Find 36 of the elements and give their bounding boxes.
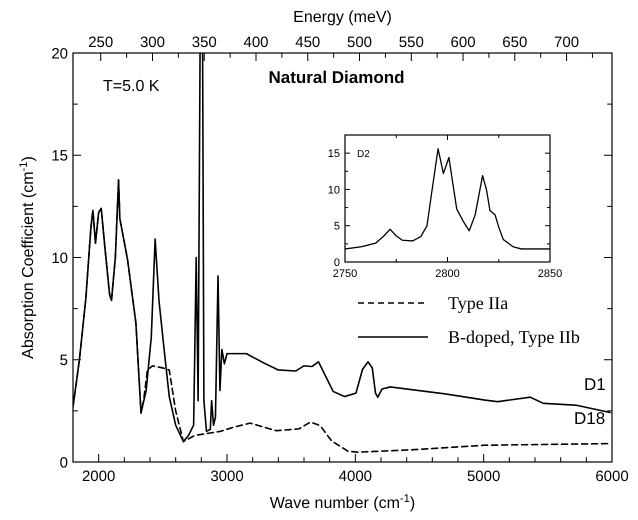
text: Natural Diamond: [268, 68, 405, 87]
x-axis-title: Wave number (cm$^{-1}$): [270, 493, 416, 512]
x2-tick-label: 500: [347, 34, 372, 51]
x-tick-label: 3000: [210, 468, 244, 485]
x-tick-label: 2000: [82, 468, 116, 485]
y-tick-label: 10: [51, 250, 68, 267]
x2-tick-label: 600: [450, 34, 476, 51]
x-tick-label: 2750: [332, 268, 358, 280]
x-tick-label: 2850: [538, 268, 562, 280]
y-tick-label: 0: [334, 256, 340, 269]
y-tick-label: 0: [60, 454, 68, 472]
annotation: T=5.0 K: [103, 78, 160, 95]
y-tick-label: 5: [334, 220, 340, 233]
x2-tick-label: 250: [88, 34, 114, 51]
annotation: D18: [574, 409, 606, 428]
annotation: D2: [357, 149, 370, 160]
y-tick-label: 10: [328, 184, 340, 196]
annotation: D1: [584, 375, 606, 394]
x2-tick-label: 450: [295, 34, 320, 51]
legend-label: B-doped, Type IIb: [448, 327, 580, 347]
x-tick-label: 4000: [338, 468, 372, 485]
x2-tick-label: 350: [192, 34, 217, 51]
y-tick-label: 5: [60, 352, 68, 369]
x2-axis-title: Energy (meV): [293, 9, 392, 26]
y-tick-label: 15: [328, 148, 340, 160]
legend-label: Type IIa: [448, 293, 508, 313]
y-tick-label: 15: [51, 148, 68, 164]
x-tick-label: 6000: [595, 468, 629, 485]
y-tick-label: 20: [51, 45, 68, 62]
x2-tick-label: 700: [554, 34, 580, 51]
x2-tick-label: 400: [244, 34, 269, 51]
x2-tick-label: 550: [398, 34, 424, 51]
x2-tick-label: 300: [140, 34, 166, 51]
x2-tick-label: 650: [502, 34, 528, 51]
x-tick-label: 5000: [466, 468, 500, 485]
x-tick-label: 2800: [435, 268, 460, 280]
